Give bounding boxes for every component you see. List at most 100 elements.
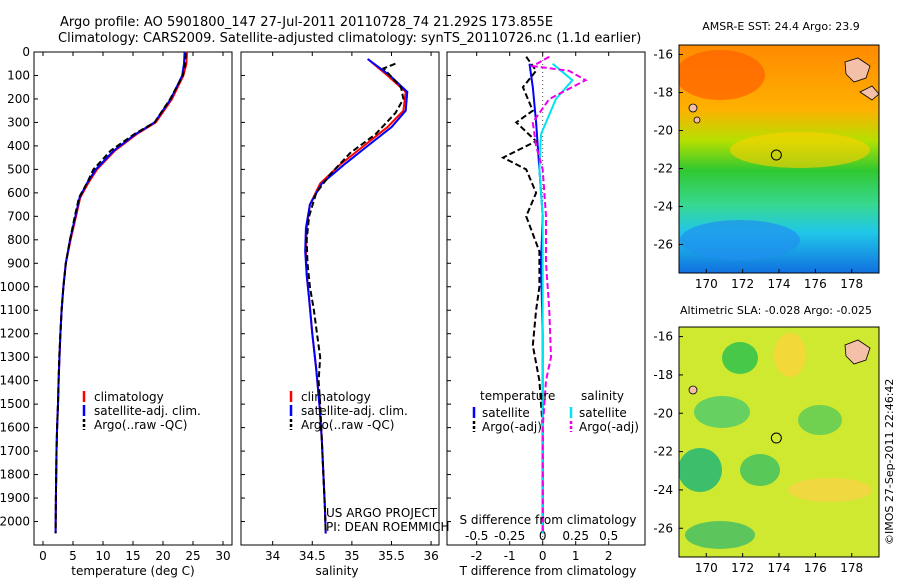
lon-tick-label: 172 [731, 277, 754, 291]
series-line [54, 53, 187, 534]
lat-tick-label: -16 [653, 48, 673, 62]
salinity-axis-ticks: 34 34.5 35 35.5 36 [241, 51, 439, 563]
x-tick-label: 5 [69, 549, 77, 563]
depth-axis-ticks: 0 100 200 300 400 500 600 700 800 900 1000 1100 1200… [0, 45, 38, 529]
difference-panel: -2 -1 0 1 2 -0.5 -0.25 0 0.25 0.5 S difference fr… [446, 51, 646, 578]
series-line [305, 62, 405, 534]
lon-tick-label: 170 [695, 561, 718, 575]
sla-low-patch [740, 454, 780, 486]
series-line [304, 58, 407, 534]
depth-tick-label: 1400 [0, 374, 30, 388]
island-shape [688, 103, 698, 113]
lat-tick-label: -18 [653, 368, 673, 382]
sst-map-ticks: 170 172 174 176 178 -16 -18 -20 -22 -24 -26 [653, 48, 863, 292]
sst-warm-patch [679, 50, 765, 100]
salinity-series [304, 58, 409, 534]
series-line [538, 62, 574, 534]
sla-high-patch [788, 478, 872, 502]
lat-tick-label: -16 [653, 330, 673, 344]
legend-group-title: salinity [581, 389, 624, 403]
t-difference-label: T difference from climatology [459, 564, 637, 578]
depth-tick-label: 1700 [0, 444, 30, 458]
depth-tick-label: 300 [7, 115, 30, 129]
timestamp-label: ©IMOS 27-Sep-2011 22:46:42 [883, 379, 896, 545]
legend-label: climatology [301, 390, 371, 404]
difference-legend: temperaturesatelliteArgo(-adj)salinitysa… [472, 389, 639, 434]
temperature-panel: 0100200300400500600700800900100011001200… [0, 45, 233, 578]
argo-location-marker [770, 432, 782, 444]
x-tick-label: 1 [572, 549, 580, 563]
sla-map-ticks: 170 172 174 176 178 -16 -18 -20 -22 -24 -26 [653, 330, 863, 575]
x-tick-label: 0 [39, 549, 47, 563]
legend-group-title: temperature [480, 389, 555, 403]
lat-tick-label: -26 [653, 521, 673, 535]
lon-tick-label: 174 [768, 561, 791, 575]
s-tick-label: -0.5 [465, 529, 488, 543]
lat-tick-label: -18 [653, 86, 673, 100]
difference-axis-ticks: -2 -1 0 1 2 -0.5 -0.25 0 0.25 0.5 [447, 51, 618, 563]
legend-label: climatology [94, 390, 164, 404]
temperature-series [54, 51, 188, 534]
x-tick-label: 2 [605, 549, 613, 563]
legend-label: satellite-adj. clim. [94, 404, 201, 418]
lat-tick-label: -20 [653, 124, 673, 138]
sla-low-patch [679, 448, 722, 492]
lat-tick-label: -26 [653, 238, 673, 252]
lon-tick-label: 176 [804, 277, 827, 291]
lat-tick-label: -22 [653, 162, 673, 176]
depth-tick-label: 700 [7, 209, 30, 223]
series-line [500, 56, 544, 534]
x-tick-label: 35 [344, 549, 359, 563]
sst-map-title: AMSR-E SST: 24.4 Argo: 23.9 [702, 20, 860, 33]
sla-map-title: Altimetric SLA: -0.028 Argo: -0.025 [680, 304, 872, 317]
legend-label: Argo(..raw -QC) [94, 418, 187, 432]
sla-low-patch [694, 396, 750, 428]
legend-label: Argo(-adj) [579, 420, 639, 434]
island-shape [688, 385, 698, 395]
s-tick-label: 0.25 [562, 529, 589, 543]
x-tick-label: 25 [185, 549, 200, 563]
depth-tick-label: 1900 [0, 491, 30, 505]
argo-location-marker [770, 149, 782, 161]
legend-label: Argo(-adj) [482, 420, 542, 434]
legend-label: satellite [482, 406, 530, 420]
depth-tick-label: 900 [7, 256, 30, 270]
depth-tick-label: 1800 [0, 468, 30, 482]
series-line [304, 58, 409, 534]
salinity-axes-frame [240, 51, 440, 546]
island-shape [844, 339, 871, 365]
depth-tick-label: 2000 [0, 515, 30, 529]
sst-band [730, 132, 870, 168]
sla-low-patch [685, 521, 755, 549]
sla-low-patch [798, 405, 842, 435]
s-tick-label: 0.5 [599, 529, 618, 543]
island-shape [844, 57, 871, 83]
s-tick-label: 0 [539, 529, 547, 543]
island-shape [859, 85, 879, 101]
x-tick-label: 34.5 [299, 549, 326, 563]
lon-tick-label: 172 [731, 561, 754, 575]
legend-label: satellite [579, 406, 627, 420]
island-shape [693, 116, 701, 124]
x-tick-label: -2 [471, 549, 483, 563]
depth-tick-label: 0 [22, 45, 30, 59]
difference-series [500, 55, 588, 534]
sst-cool-patch [680, 220, 800, 260]
lon-tick-label: 174 [768, 277, 791, 291]
legend-label: satellite-adj. clim. [301, 404, 408, 418]
x-tick-label: 34 [265, 549, 280, 563]
temperature-axes-frame [33, 51, 233, 546]
legend-label: Argo(..raw -QC) [301, 418, 394, 432]
salinity-xlabel: salinity [315, 564, 358, 578]
depth-tick-label: 1300 [0, 350, 30, 364]
sst-map-panel: AMSR-E SST: 24.4 Argo: 23.9 170 172 174 176… [653, 20, 880, 292]
difference-axes-frame [446, 51, 646, 546]
depth-tick-label: 1200 [0, 327, 30, 341]
x-tick-label: 36 [423, 549, 438, 563]
x-tick-label: 35.5 [378, 549, 405, 563]
header-line-2: Climatology: CARS2009. Satellite-adjuste… [58, 31, 641, 46]
x-tick-label: 0 [539, 549, 547, 563]
